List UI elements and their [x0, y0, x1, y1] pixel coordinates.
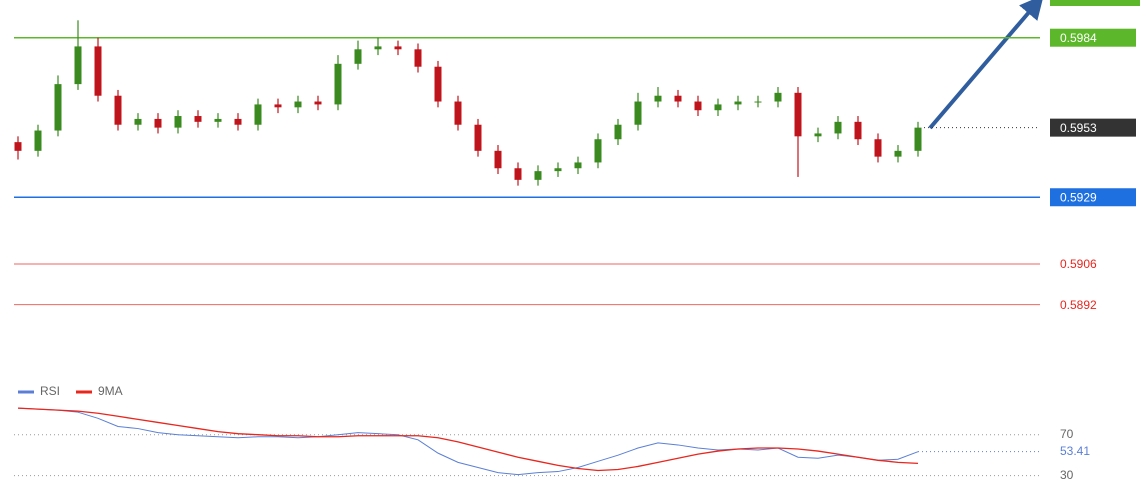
legend-label: 9MA	[98, 384, 123, 398]
candle-body	[674, 95, 682, 102]
candle-body	[94, 46, 102, 96]
candle-body	[434, 66, 442, 102]
candle-body	[654, 95, 662, 102]
candle-body	[294, 101, 302, 108]
candle-body	[414, 49, 422, 67]
candle-body	[394, 46, 402, 50]
candle-body	[114, 95, 122, 125]
candle-body	[254, 104, 262, 125]
candle-body	[574, 162, 582, 169]
level-label: 0.5929	[1060, 190, 1097, 204]
candle-body	[474, 124, 482, 151]
candle-body	[214, 118, 222, 122]
candle-body	[754, 101, 762, 103]
candle-body	[774, 92, 782, 102]
candle-body	[734, 101, 742, 105]
candle-body	[694, 101, 702, 111]
offscreen-level-box	[1050, 0, 1140, 6]
level-box	[1050, 28, 1136, 47]
y-tick-label: 70	[1060, 427, 1074, 441]
candle-body	[854, 121, 862, 140]
candle-body	[154, 118, 162, 128]
candle-body	[274, 104, 282, 108]
candle-body	[34, 130, 42, 151]
candle-body	[14, 142, 22, 151]
candle-body	[174, 116, 182, 128]
candle-body	[374, 46, 382, 50]
candle-body	[314, 101, 322, 105]
candle-body	[894, 150, 902, 157]
series-line	[17, 407, 919, 472]
candle-body	[54, 84, 62, 131]
candle-body	[814, 133, 822, 137]
legend-label: RSI	[40, 384, 60, 398]
candle-body	[534, 171, 542, 180]
candle-body	[454, 101, 462, 125]
candle-body	[634, 101, 642, 125]
candle-body	[594, 139, 602, 163]
candle-body	[354, 49, 362, 64]
forecast-arrow	[928, 0, 1044, 130]
candle-body	[74, 46, 82, 85]
last-price-box	[1050, 118, 1136, 137]
candle-body	[794, 92, 802, 137]
candle-body	[234, 118, 242, 125]
level-label: 0.5892	[1060, 298, 1097, 312]
candle-body	[514, 168, 522, 180]
last-value-label: 53.41	[1060, 444, 1090, 458]
candle-body	[614, 124, 622, 140]
level-box	[1050, 188, 1136, 207]
candle-body	[554, 168, 562, 172]
series-line	[17, 407, 919, 476]
candle-body	[134, 118, 142, 125]
candle-body	[874, 139, 882, 157]
candle-body	[334, 63, 342, 105]
y-tick-label: 30	[1060, 468, 1074, 482]
candle-body	[714, 104, 722, 111]
candle-body	[494, 150, 502, 169]
candle-body	[834, 121, 842, 134]
candle-body	[194, 116, 202, 122]
candle-body	[914, 127, 922, 151]
last-price-label: 0.5953	[1060, 121, 1097, 135]
level-label: 0.5984	[1060, 31, 1097, 45]
level-label: 0.5906	[1060, 257, 1097, 271]
